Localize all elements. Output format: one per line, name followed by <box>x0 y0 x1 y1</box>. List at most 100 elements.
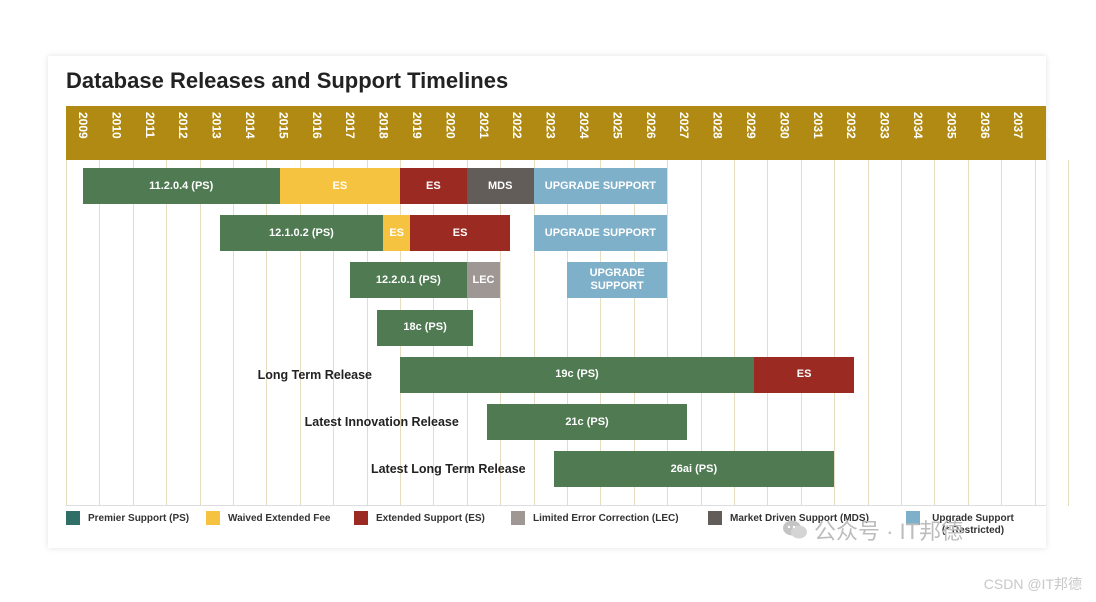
legend-label: Market Driven Support (MDS) <box>730 513 869 524</box>
chart-title: Database Releases and Support Timelines <box>66 68 509 93</box>
year-tick-label: 2035 <box>944 112 959 139</box>
timeline-bar: LEC <box>466 262 501 299</box>
gridline <box>800 160 802 506</box>
timeline-bar: 26ai (PS) <box>553 451 835 488</box>
year-tick-label: 2029 <box>744 112 758 139</box>
year-tick-label: 2020 <box>443 112 458 139</box>
legend-swatch <box>66 511 80 525</box>
legend: Premier Support (PS) Waived Extended Fee E… <box>66 507 1046 545</box>
wechat-icon <box>782 519 808 541</box>
timeline-bar: 21c (PS) <box>486 404 688 440</box>
gridline <box>633 160 635 506</box>
year-tick-label: 2026 <box>643 112 658 139</box>
gridline <box>567 160 568 506</box>
csdn-watermark: CSDN @IT邦德 <box>983 576 1082 592</box>
year-tick-label: 2016 <box>309 112 324 139</box>
timeline-bar: UPGRADE SUPPORT <box>533 215 668 252</box>
gridline <box>99 160 101 506</box>
legend-item: Premier Support (PS) <box>66 511 189 525</box>
year-tick-label: 2015 <box>276 112 291 139</box>
gridline <box>1034 160 1036 506</box>
legend-item: Market Driven Support (MDS) <box>708 511 869 525</box>
timeline-bar: ES <box>383 215 411 252</box>
timeline-bar: 12.2.0.1 (PS) <box>349 262 467 299</box>
year-tick-label: 2034 <box>911 112 925 139</box>
year-tick-label: 2010 <box>109 112 124 139</box>
year-tick-label: 2030 <box>777 112 792 139</box>
timeline-bar: 18c (PS) <box>376 309 474 346</box>
legend-swatch <box>906 511 920 525</box>
year-tick-label: 2024 <box>577 112 591 139</box>
gridline <box>333 160 335 506</box>
timeline-bar: UPGRADE SUPPORT <box>567 262 668 299</box>
timeline-bar: UPGRADE SUPPORT <box>533 168 668 204</box>
gridline <box>867 160 869 506</box>
gridline <box>600 160 602 506</box>
year-tick-label: 2023 <box>543 112 558 139</box>
gridline <box>700 160 702 506</box>
gridline <box>166 160 168 506</box>
legend-item: Limited Error Correction (LEC) <box>511 511 679 525</box>
timeline-bar: ES <box>754 356 855 393</box>
gridline <box>667 160 669 506</box>
gridline <box>934 160 936 506</box>
gridline <box>299 160 301 506</box>
wechat-watermark-text: 公众号 · IT邦德 <box>814 519 964 544</box>
gridline <box>767 160 769 506</box>
legend-label: Upgrade Support (* Restricted) <box>932 513 1014 536</box>
year-tick-label: 2031 <box>810 112 825 139</box>
gridline <box>500 160 502 506</box>
year-tick-label: 2027 <box>677 112 692 139</box>
legend-swatch <box>708 511 722 525</box>
gridline <box>199 160 201 506</box>
wechat-watermark: 公众号 · IT邦德 <box>782 514 963 546</box>
timeline-bar: 12.1.0.2 (PS) <box>219 215 384 252</box>
year-tick-label: 2009 <box>76 112 90 139</box>
timeline-bar: ES <box>400 168 467 204</box>
gridline <box>266 160 268 506</box>
legend-label: Extended Support (ES) <box>376 513 485 524</box>
row-label: Long Term Release <box>257 367 372 382</box>
row-label: Latest Long Term Release <box>370 462 526 477</box>
year-tick-label: 2014 <box>243 112 257 139</box>
timeline-bar: ES <box>410 215 511 252</box>
year-header-band <box>66 106 1046 160</box>
legend-label: Limited Error Correction (LEC) <box>533 513 679 524</box>
gridline <box>967 160 969 506</box>
year-tick-label: 2017 <box>343 112 358 139</box>
year-tick-label: 2011 <box>142 112 157 139</box>
gridline <box>533 160 535 506</box>
row-label: Latest Innovation Release <box>304 415 459 429</box>
legend-divider <box>66 505 1046 506</box>
legend-item: Waived Extended Fee <box>206 511 330 525</box>
timeline-bar: MDS <box>466 168 534 204</box>
year-tick-label: 2037 <box>1011 112 1026 139</box>
legend-swatch <box>206 511 220 525</box>
year-tick-label: 2021 <box>476 112 491 139</box>
year-tick-label: 2018 <box>376 112 391 139</box>
gridline <box>132 160 134 506</box>
year-tick-label: 2032 <box>844 112 859 139</box>
year-tick-label: 2038 <box>1044 112 1059 139</box>
year-tick-label: 2013 <box>209 112 224 139</box>
legend-label: Premier Support (PS) <box>88 513 190 524</box>
timeline-bar: 19c (PS) <box>400 356 755 393</box>
timeline-bar: 11.2.0.4 (PS) <box>82 168 280 204</box>
legend-swatch <box>511 511 525 525</box>
gridline <box>834 160 836 506</box>
timeline-bar: ES <box>279 168 400 204</box>
year-tick-label: ... <box>1074 108 1085 122</box>
legend-swatch <box>354 511 368 525</box>
year-tick-label: 2025 <box>610 112 625 139</box>
gridline <box>233 160 234 506</box>
year-tick-label: 2028 <box>710 112 725 139</box>
year-tick-label: 2019 <box>410 112 424 139</box>
legend-item: Extended Support (ES) <box>354 511 485 525</box>
legend-item: Upgrade Support (* Restricted) <box>906 511 1018 537</box>
year-tick-label: 2022 <box>510 112 525 139</box>
gridline <box>734 160 735 506</box>
year-tick-label: 2033 <box>877 112 892 139</box>
year-tick-label: 2036 <box>977 112 992 139</box>
gridline <box>1068 160 1069 506</box>
gridline <box>1001 160 1003 506</box>
